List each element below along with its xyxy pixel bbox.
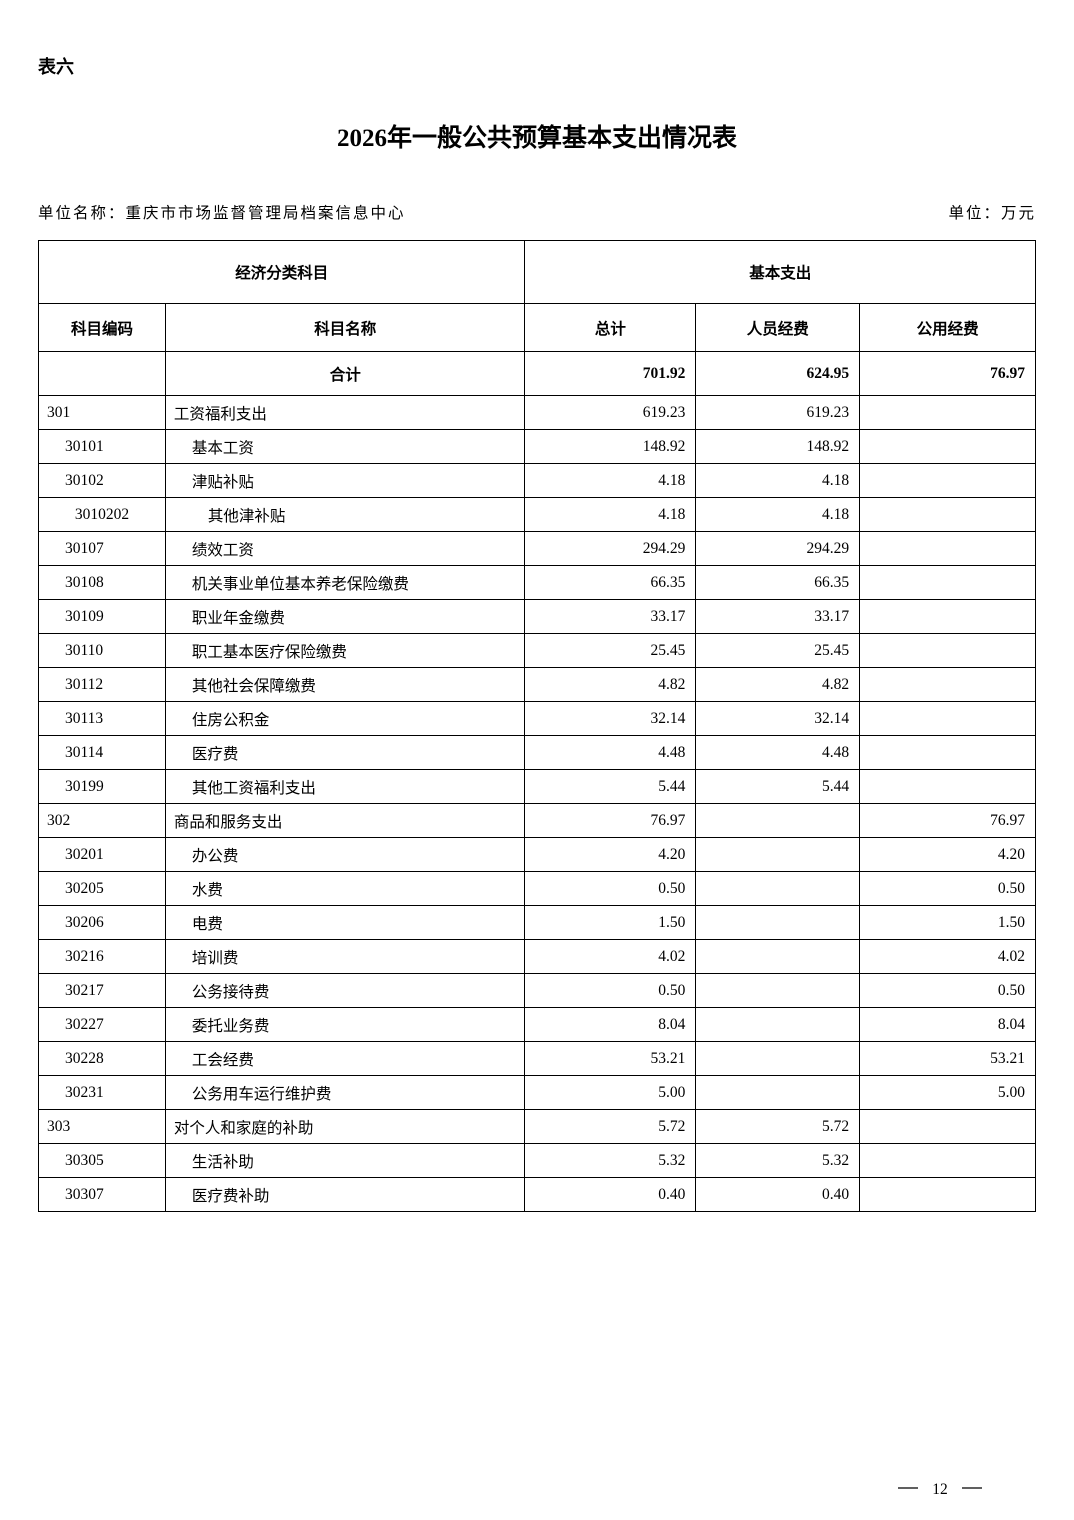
svg-text:12: 12 (932, 1481, 948, 1498)
